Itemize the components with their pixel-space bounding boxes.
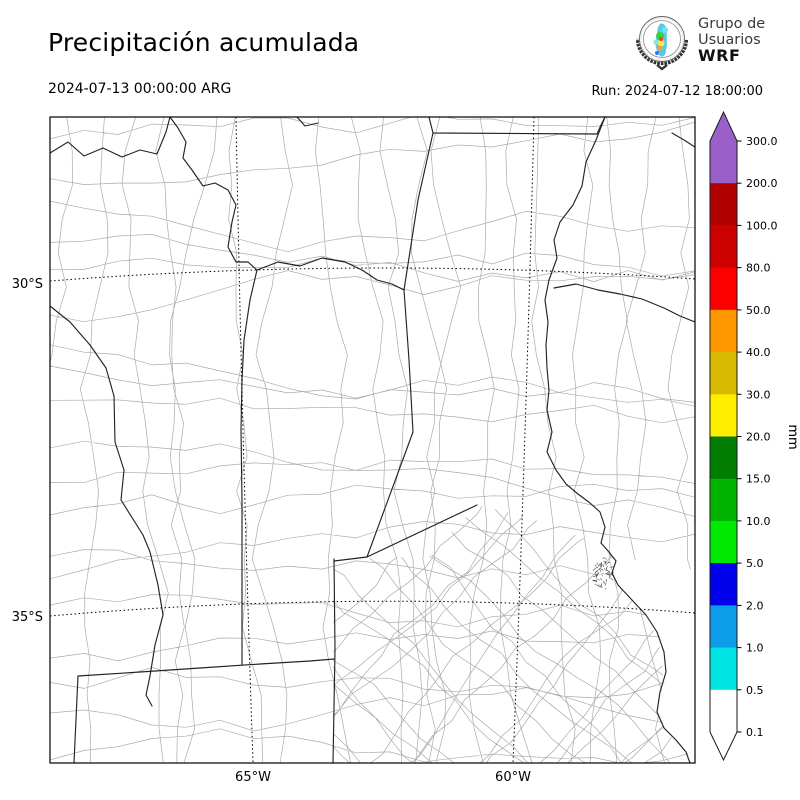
colorbar-segment xyxy=(710,520,737,564)
colorbar-segment xyxy=(710,647,737,691)
gridline-65w xyxy=(235,117,254,763)
colorbar-tick-label: 80.0 xyxy=(746,262,771,275)
logo-text: Grupo de Usuarios WRF xyxy=(698,12,765,64)
wrf-users-group-logo: Grupo de Usuarios WRF xyxy=(636,12,765,72)
logo-precip-blob xyxy=(653,23,668,57)
colorbar: 300.0 200.0 100.0 80.0 50.0 40.0 30.0 20.0 15.0 1… xyxy=(709,110,778,762)
colorbar-segment xyxy=(710,605,737,649)
colorbar-tick-label: 300.0 xyxy=(746,135,778,148)
colorbar-tick-label: 100.0 xyxy=(746,219,778,232)
boundary-mesh xyxy=(50,117,695,763)
border-catamarca-north xyxy=(50,117,171,158)
border-desaguadero-river xyxy=(50,305,164,707)
colorbar-segment xyxy=(710,689,737,733)
logo-line3: WRF xyxy=(698,46,741,65)
colorbar-segment xyxy=(710,183,737,227)
colorbar-segment xyxy=(710,141,737,184)
border-santiago-west xyxy=(366,132,434,558)
lat-label-35s: 35°S xyxy=(12,610,43,625)
metro-partidos-cluster xyxy=(592,556,615,590)
logo-ring-text xyxy=(640,17,684,61)
run-time-label: Run: 2024-07-12 18:00:00 xyxy=(591,84,763,99)
border-buenosaires-west xyxy=(332,558,336,763)
border-guayquiraro xyxy=(553,283,695,323)
lon-label-60w: 60°W xyxy=(495,770,531,785)
border-tucuman-santiago xyxy=(169,117,258,271)
colorbar-tick-label: 30.0 xyxy=(746,388,771,401)
logo-seal-icon xyxy=(636,12,689,71)
rio-de-la-plata xyxy=(612,556,695,763)
logo-line2: Usuarios xyxy=(698,32,761,48)
colorbar-tick-label: 2.0 xyxy=(746,599,764,612)
border-cordoba-north xyxy=(256,257,405,291)
colorbar-segment xyxy=(710,267,737,311)
colorbar-units-label: mm xyxy=(785,424,800,449)
border-lapampa-west xyxy=(73,675,79,763)
colorbar-arrow-bottom xyxy=(710,732,737,760)
logo-ribbon xyxy=(656,64,668,71)
province-borders-layer xyxy=(50,117,695,763)
page-title: Precipitación acumulada xyxy=(48,28,360,57)
colorbar-tick-label: 50.0 xyxy=(746,304,771,317)
border-rioplata-coast xyxy=(600,542,691,763)
colorbar-tick-label: 40.0 xyxy=(746,346,771,359)
colorbar-segment xyxy=(710,478,737,522)
border-salta-stub xyxy=(296,117,319,127)
colorbar-segment xyxy=(710,309,737,353)
logo-wreath-texture xyxy=(636,12,689,66)
colorbar-tick-label: 20.0 xyxy=(746,431,771,444)
map-background xyxy=(50,117,695,763)
colorbar-tick-label: 10.0 xyxy=(746,515,771,528)
colorbar-tick-label: 0.5 xyxy=(746,684,764,697)
sea-layer xyxy=(612,556,695,763)
colorbar-tick-label: 5.0 xyxy=(746,557,764,570)
colorbar-segment xyxy=(710,225,737,269)
colorbar-segment xyxy=(710,394,737,438)
border-corrientes-stub xyxy=(671,132,695,148)
colorbar-arrow-top xyxy=(710,112,737,141)
border-buenosaires-north xyxy=(333,504,478,562)
colorbar-segment xyxy=(710,352,737,395)
map-frame xyxy=(49,116,696,764)
lat-label-30s: 30°S xyxy=(12,277,43,292)
department-boundaries-layer xyxy=(50,117,695,763)
colorbar-segment xyxy=(710,436,737,480)
lon-label-65w: 65°W xyxy=(235,770,271,785)
gridline-35s xyxy=(50,600,695,617)
border-lapampa-north xyxy=(77,658,335,677)
colorbar-tick-label: 200.0 xyxy=(746,177,778,190)
colorbar-tick-label: 0.1 xyxy=(746,726,764,739)
border-parana-river xyxy=(544,117,606,544)
valid-time-label: 2024-07-13 00:00:00 ARG xyxy=(48,81,232,97)
gridline-60w xyxy=(512,117,535,763)
metro-cluster-layer xyxy=(592,556,615,590)
colorbar-tick-label: 1.0 xyxy=(746,642,764,655)
border-cordoba-west xyxy=(240,269,258,666)
logo-line1: Grupo de xyxy=(698,16,766,32)
gridline-30s xyxy=(50,267,695,282)
colorbar-tick-label: 15.0 xyxy=(746,473,771,486)
graticule-layer xyxy=(50,117,695,763)
colorbar-segment xyxy=(710,563,737,606)
